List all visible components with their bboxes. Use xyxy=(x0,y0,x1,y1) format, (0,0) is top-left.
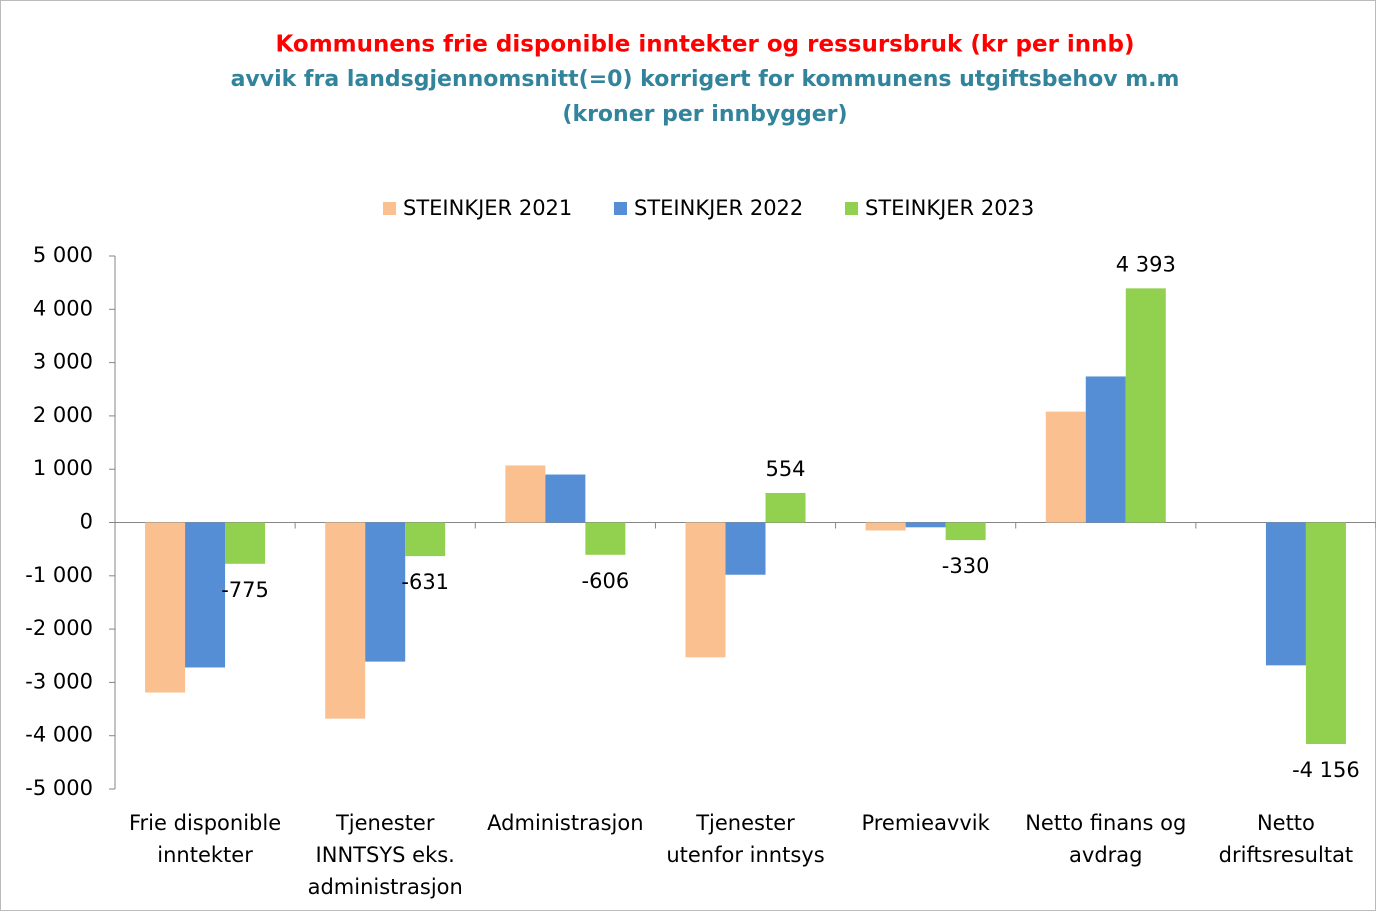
legend-label: STEINKJER 2023 xyxy=(865,196,1034,220)
y-tick-label: -3 000 xyxy=(25,669,93,693)
bar xyxy=(685,522,726,658)
x-tick-label: Tjenester INNTSYS eks. administrasjon xyxy=(308,811,463,899)
data-label: -4 156 xyxy=(1292,758,1360,782)
bar xyxy=(545,474,586,523)
data-label: -775 xyxy=(221,578,269,602)
bar xyxy=(905,522,946,528)
y-tick-label: 4 000 xyxy=(33,296,93,320)
bar xyxy=(1085,376,1126,523)
bar xyxy=(1125,288,1166,523)
bar xyxy=(365,522,406,662)
y-tick-label: -1 000 xyxy=(25,563,93,587)
bar xyxy=(225,522,266,564)
bar xyxy=(145,522,186,693)
y-tick-label: 0 xyxy=(80,510,93,534)
legend-swatch xyxy=(383,202,396,215)
x-tick-label: Frie disponible inntekter xyxy=(129,811,281,867)
legend-label: STEINKJER 2021 xyxy=(403,196,572,220)
data-label: 4 393 xyxy=(1116,252,1176,276)
x-tick-label: Netto driftsresultat xyxy=(1219,811,1354,867)
data-label: -631 xyxy=(401,570,449,594)
x-tick-label: Netto finans og avdrag xyxy=(1025,811,1186,867)
y-tick-label: 3 000 xyxy=(33,350,93,374)
bar xyxy=(585,522,626,555)
x-tick-label: Premieavvik xyxy=(861,811,990,835)
y-tick-label: -2 000 xyxy=(25,616,93,640)
bar xyxy=(405,522,446,557)
bar xyxy=(505,465,546,523)
x-tick-label: Administrasjon xyxy=(487,811,643,835)
data-label: 554 xyxy=(765,457,805,481)
bar xyxy=(765,492,806,523)
y-tick-label: -4 000 xyxy=(25,723,93,747)
y-tick-label: 5 000 xyxy=(33,243,93,267)
chart-subtitle: avvik fra landsgjennomsnitt(=0) korriger… xyxy=(231,67,1180,92)
chart-title: Kommunens frie disponible inntekter og r… xyxy=(275,32,1134,58)
bar xyxy=(185,522,226,668)
bar xyxy=(865,522,906,531)
data-label: -606 xyxy=(582,569,630,593)
y-tick-label: -5 000 xyxy=(25,776,93,800)
chart-subtitle: (kroner per innbygger) xyxy=(562,102,847,127)
bar xyxy=(725,522,766,575)
data-label: -330 xyxy=(942,554,990,578)
y-tick-label: 1 000 xyxy=(33,456,93,480)
legend-swatch xyxy=(845,202,858,215)
legend-label: STEINKJER 2022 xyxy=(634,196,803,220)
bar xyxy=(325,522,366,719)
y-tick-label: 2 000 xyxy=(33,403,93,427)
bar xyxy=(1045,411,1086,523)
legend-swatch xyxy=(614,202,627,215)
bar xyxy=(1305,522,1346,745)
bar xyxy=(1265,522,1306,666)
x-tick-label: Tjenester utenfor inntsys xyxy=(666,811,824,867)
bar xyxy=(945,522,986,541)
